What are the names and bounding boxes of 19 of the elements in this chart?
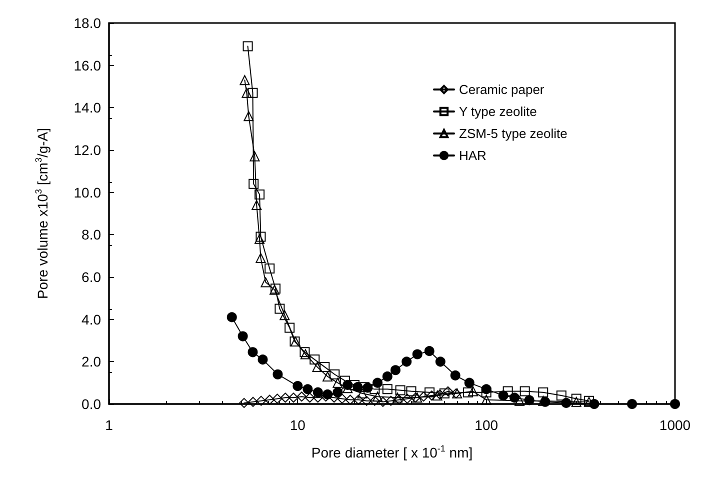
x-tick-label: 10 (290, 417, 306, 433)
legend-label: HAR (459, 148, 486, 163)
y-tick-label: 8.0 (82, 226, 102, 243)
y-tick-label: 0.0 (82, 396, 102, 412)
legend-label: Y type zeolite (459, 104, 537, 119)
x-tick-label: 1000 (659, 417, 691, 433)
y-tick-label: 4.0 (82, 311, 102, 328)
x-tick-label: 1 (105, 417, 114, 433)
y-tick-label: 18.0 (74, 15, 102, 31)
y-tick-label: 2.0 (82, 354, 102, 370)
y-tick-label: 14.0 (74, 100, 102, 116)
y-tick-label: 6.0 (82, 269, 102, 285)
x-tick-label: 100 (474, 417, 498, 433)
legend-label: Ceramic paper (459, 82, 545, 97)
y-tick-label: 12.0 (74, 142, 102, 158)
y-tick-label: 16.0 (74, 57, 102, 74)
y-axis-title: Pore volume x103 [cm3/g-A] (34, 128, 50, 300)
y-tick-label: 10.0 (74, 184, 102, 200)
legend-label: ZSM-5 type zeolite (459, 126, 568, 141)
